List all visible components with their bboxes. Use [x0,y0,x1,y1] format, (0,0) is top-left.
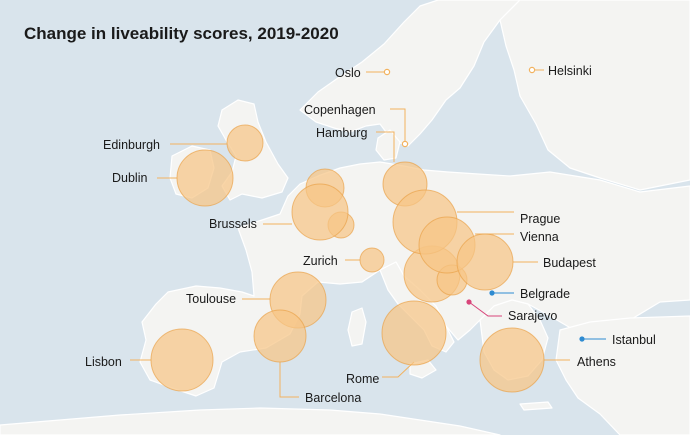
toulouse-label: Toulouse [186,292,236,306]
athens-bubble [479,327,545,393]
barcelona-leader-line [279,362,299,398]
barcelona-label: Barcelona [305,391,361,405]
hamburg-leader-line [376,131,395,162]
budapest-bubble [456,233,514,291]
helsinki-label: Helsinki [548,64,592,78]
barcelona-bubble [253,309,307,363]
leader-lines [130,69,606,398]
edinburgh-bubble [226,124,264,162]
brussels-bubble [291,183,349,241]
prague-label: Prague [520,212,560,226]
sarajevo-dot [466,299,472,305]
lisbon-bubble [150,328,214,392]
budapest-label: Budapest [543,256,596,270]
chart-title: Change in liveability scores, 2019-2020 [24,24,339,43]
land-north-africa [0,407,501,435]
land-finland-russia [499,0,690,191]
city-labels: Oslo Helsinki Copenhagen Hamburg Edinburgh Du… [85,64,656,405]
land-turkey [555,315,690,435]
copenhagen-dot [401,140,409,148]
sarajevo-leader-line [468,301,502,317]
rome-bubble [381,300,447,366]
zurich-bubble [359,247,385,273]
land-scandinavia [299,0,521,147]
belgrade-label: Belgrade [520,287,570,301]
hamburg-label: Hamburg [316,126,367,140]
vienna-label: Vienna [520,230,559,244]
rome-leader-line [382,361,415,378]
belgrade-dot [489,290,495,296]
athens-label: Athens [577,355,616,369]
edinburgh-label: Edinburgh [103,138,160,152]
city-dots [383,66,585,342]
istanbul-label: Istanbul [612,333,656,347]
oslo-label: Oslo [335,66,361,80]
lisbon-label: Lisbon [85,355,122,369]
oslo-dot [383,68,391,76]
istanbul-dot [579,336,585,342]
city-bubbles [150,124,545,393]
land-crete [519,401,553,411]
dublin-bubble [176,149,234,207]
brussels-label: Brussels [209,217,257,231]
copenhagen-label: Copenhagen [304,103,376,117]
sarajevo-label: Sarajevo [508,309,557,323]
rome-label: Rome [346,372,379,386]
helsinki-dot [528,66,536,74]
zurich-label: Zurich [303,254,338,268]
dublin-label: Dublin [112,171,147,185]
copenhagen-leader-line [390,108,406,144]
land-corsica-sardinia [347,307,367,347]
